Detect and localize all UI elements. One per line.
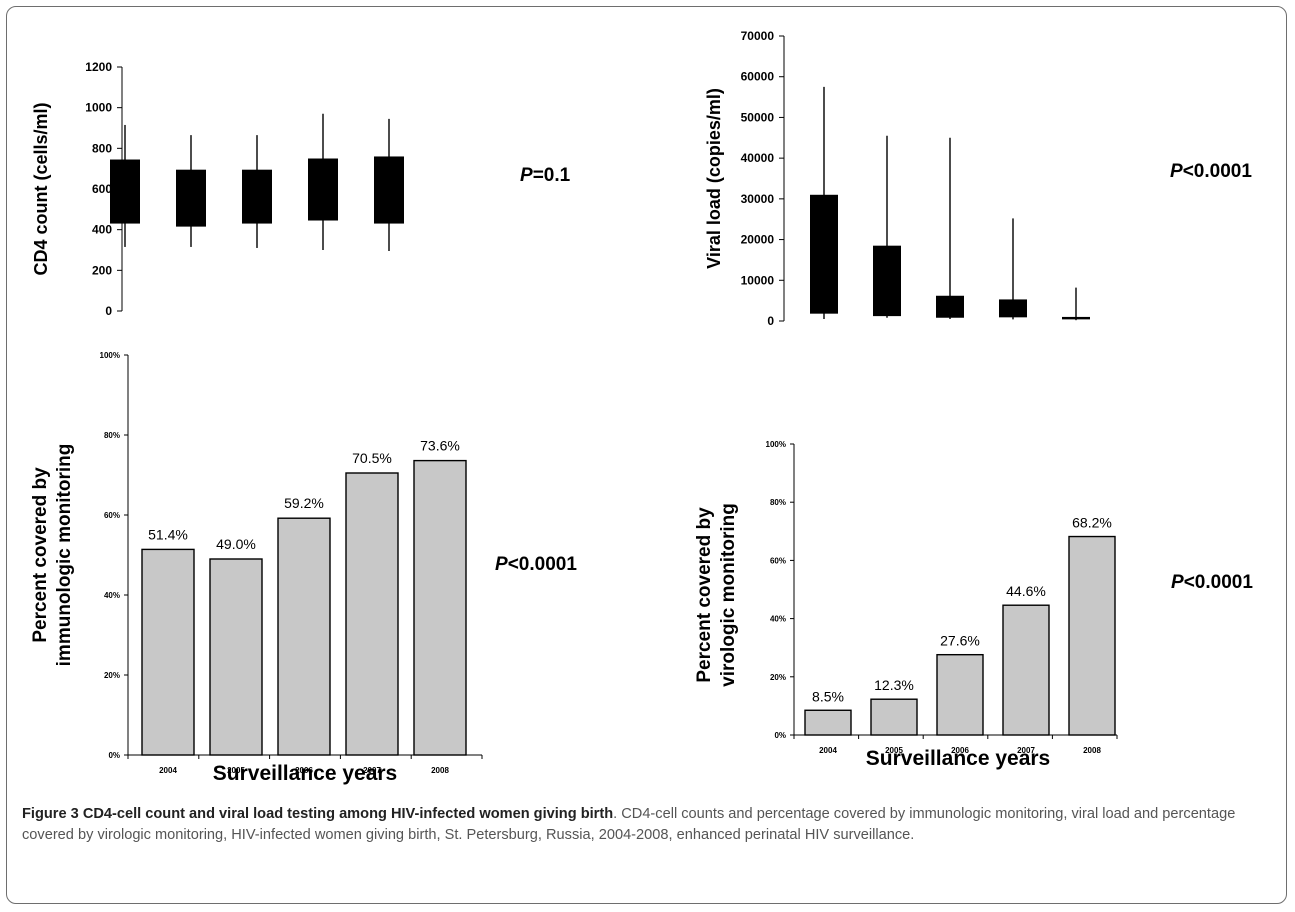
viro-bar — [936, 653, 984, 736]
immuno-y-label-line1: Percent covered by — [30, 467, 51, 643]
cd4-y-label: CD4 count (cells/ml) — [31, 102, 51, 275]
immuno-y-tick-label: 0% — [108, 751, 120, 760]
viro-y-tick-label: 100% — [766, 440, 786, 449]
immuno-bar — [413, 459, 467, 756]
caption-title: Figure 3 CD4-cell count and viral load t… — [22, 806, 614, 822]
viro-y-tick-label: 0% — [774, 731, 786, 740]
viro-data-label: 12.3% — [874, 677, 914, 693]
viral-box — [1062, 316, 1090, 320]
viro-x-tick-label: 2007 — [1017, 746, 1035, 755]
cd4-box — [176, 169, 206, 227]
immuno-x-tick-label: 2007 — [363, 766, 381, 775]
viro-x-tick-label: 2004 — [819, 746, 837, 755]
cd4-box — [308, 158, 338, 221]
viral-y-tick-label: 40000 — [741, 151, 775, 165]
immuno-bar — [209, 558, 263, 756]
viro-y-tick-label: 60% — [770, 556, 786, 565]
viral-y-label: Viral load (copies/ml) — [704, 88, 724, 269]
viro-data-label: 68.2% — [1072, 515, 1112, 531]
immuno-data-label: 59.2% — [284, 495, 324, 511]
immuno-y-tick-label: 100% — [100, 351, 120, 360]
viral-y-tick-label: 20000 — [741, 233, 775, 247]
immuno-data-label: 51.4% — [148, 526, 188, 542]
immuno-y-tick-label: 40% — [104, 591, 120, 600]
viral-y-tick-label: 50000 — [741, 110, 775, 124]
viral-box — [873, 245, 901, 317]
immuno-data-label: 49.0% — [216, 536, 256, 552]
cd4-y-tick-label: 400 — [92, 223, 112, 237]
viro-y-label-line1: Percent covered by — [694, 507, 715, 683]
cd4-y-tick-label: 200 — [92, 263, 112, 277]
cd4-y-tick-label: 1200 — [85, 60, 112, 74]
viral-y-tick-label: 10000 — [741, 273, 775, 287]
viro-y-tick-label: 80% — [770, 498, 786, 507]
cd4-y-tick-label: 600 — [92, 182, 112, 196]
cd4-p-value: P=0.1 — [520, 165, 571, 186]
immuno-p-value: P<0.0001 — [495, 554, 577, 575]
cd4-box — [110, 159, 140, 224]
viro-y-label-line2: virologic monitoring — [718, 503, 739, 687]
immuno-bar — [141, 548, 195, 756]
viro-bar — [870, 698, 918, 736]
immuno-y-label-line2: immunologic monitoring — [54, 444, 75, 667]
viro-bar — [1002, 604, 1050, 736]
viro-x-tick-label: 2005 — [885, 746, 903, 755]
viral-p-value: P<0.0001 — [1170, 161, 1252, 182]
immuno-y-tick-label: 20% — [104, 671, 120, 680]
viral-box — [999, 299, 1027, 318]
viro-x-tick-label: 2006 — [951, 746, 969, 755]
viro-data-label: 27.6% — [940, 633, 980, 649]
viral-box — [936, 295, 964, 318]
immuno-y-tick-label: 60% — [104, 511, 120, 520]
viro-bar — [804, 709, 852, 736]
viro-data-label: 44.6% — [1006, 583, 1046, 599]
cd4-y-tick-label: 800 — [92, 141, 112, 155]
viral-box — [810, 194, 838, 314]
cd4-box — [242, 169, 272, 224]
viro-data-label: 8.5% — [812, 688, 844, 704]
immuno-x-tick-label: 2006 — [295, 766, 313, 775]
viro-y-tick-label: 20% — [770, 673, 786, 682]
viro-p-value: P<0.0001 — [1171, 572, 1253, 593]
immuno-y-tick-label: 80% — [104, 431, 120, 440]
immuno-data-label: 70.5% — [352, 450, 392, 466]
cd4-y-tick-label: 1000 — [85, 101, 112, 115]
viral-y-tick-label: 70000 — [741, 29, 775, 43]
cd4-box — [374, 156, 404, 224]
viro-y-tick-label: 40% — [770, 615, 786, 624]
viro-x-tick-label: 2008 — [1083, 746, 1101, 755]
immuno-bar — [277, 517, 331, 756]
immuno-x-tick-label: 2008 — [431, 766, 449, 775]
figure-caption: Figure 3 CD4-cell count and viral load t… — [22, 804, 1277, 896]
viro-x-label: Surveillance years — [866, 747, 1050, 770]
viro-bar — [1068, 535, 1116, 736]
immuno-x-tick-label: 2004 — [159, 766, 177, 775]
viral-y-tick-label: 0 — [767, 314, 774, 328]
viral-y-tick-label: 30000 — [741, 192, 775, 206]
cd4-y-tick-label: 0 — [105, 304, 112, 318]
immuno-data-label: 73.6% — [420, 438, 460, 454]
caption-text: . CD4-cell counts and percentage covered… — [22, 806, 1236, 843]
immuno-x-tick-label: 2005 — [227, 766, 245, 775]
immuno-x-label: Surveillance years — [213, 762, 397, 785]
immuno-bar — [345, 472, 399, 756]
viral-y-tick-label: 60000 — [741, 70, 775, 84]
